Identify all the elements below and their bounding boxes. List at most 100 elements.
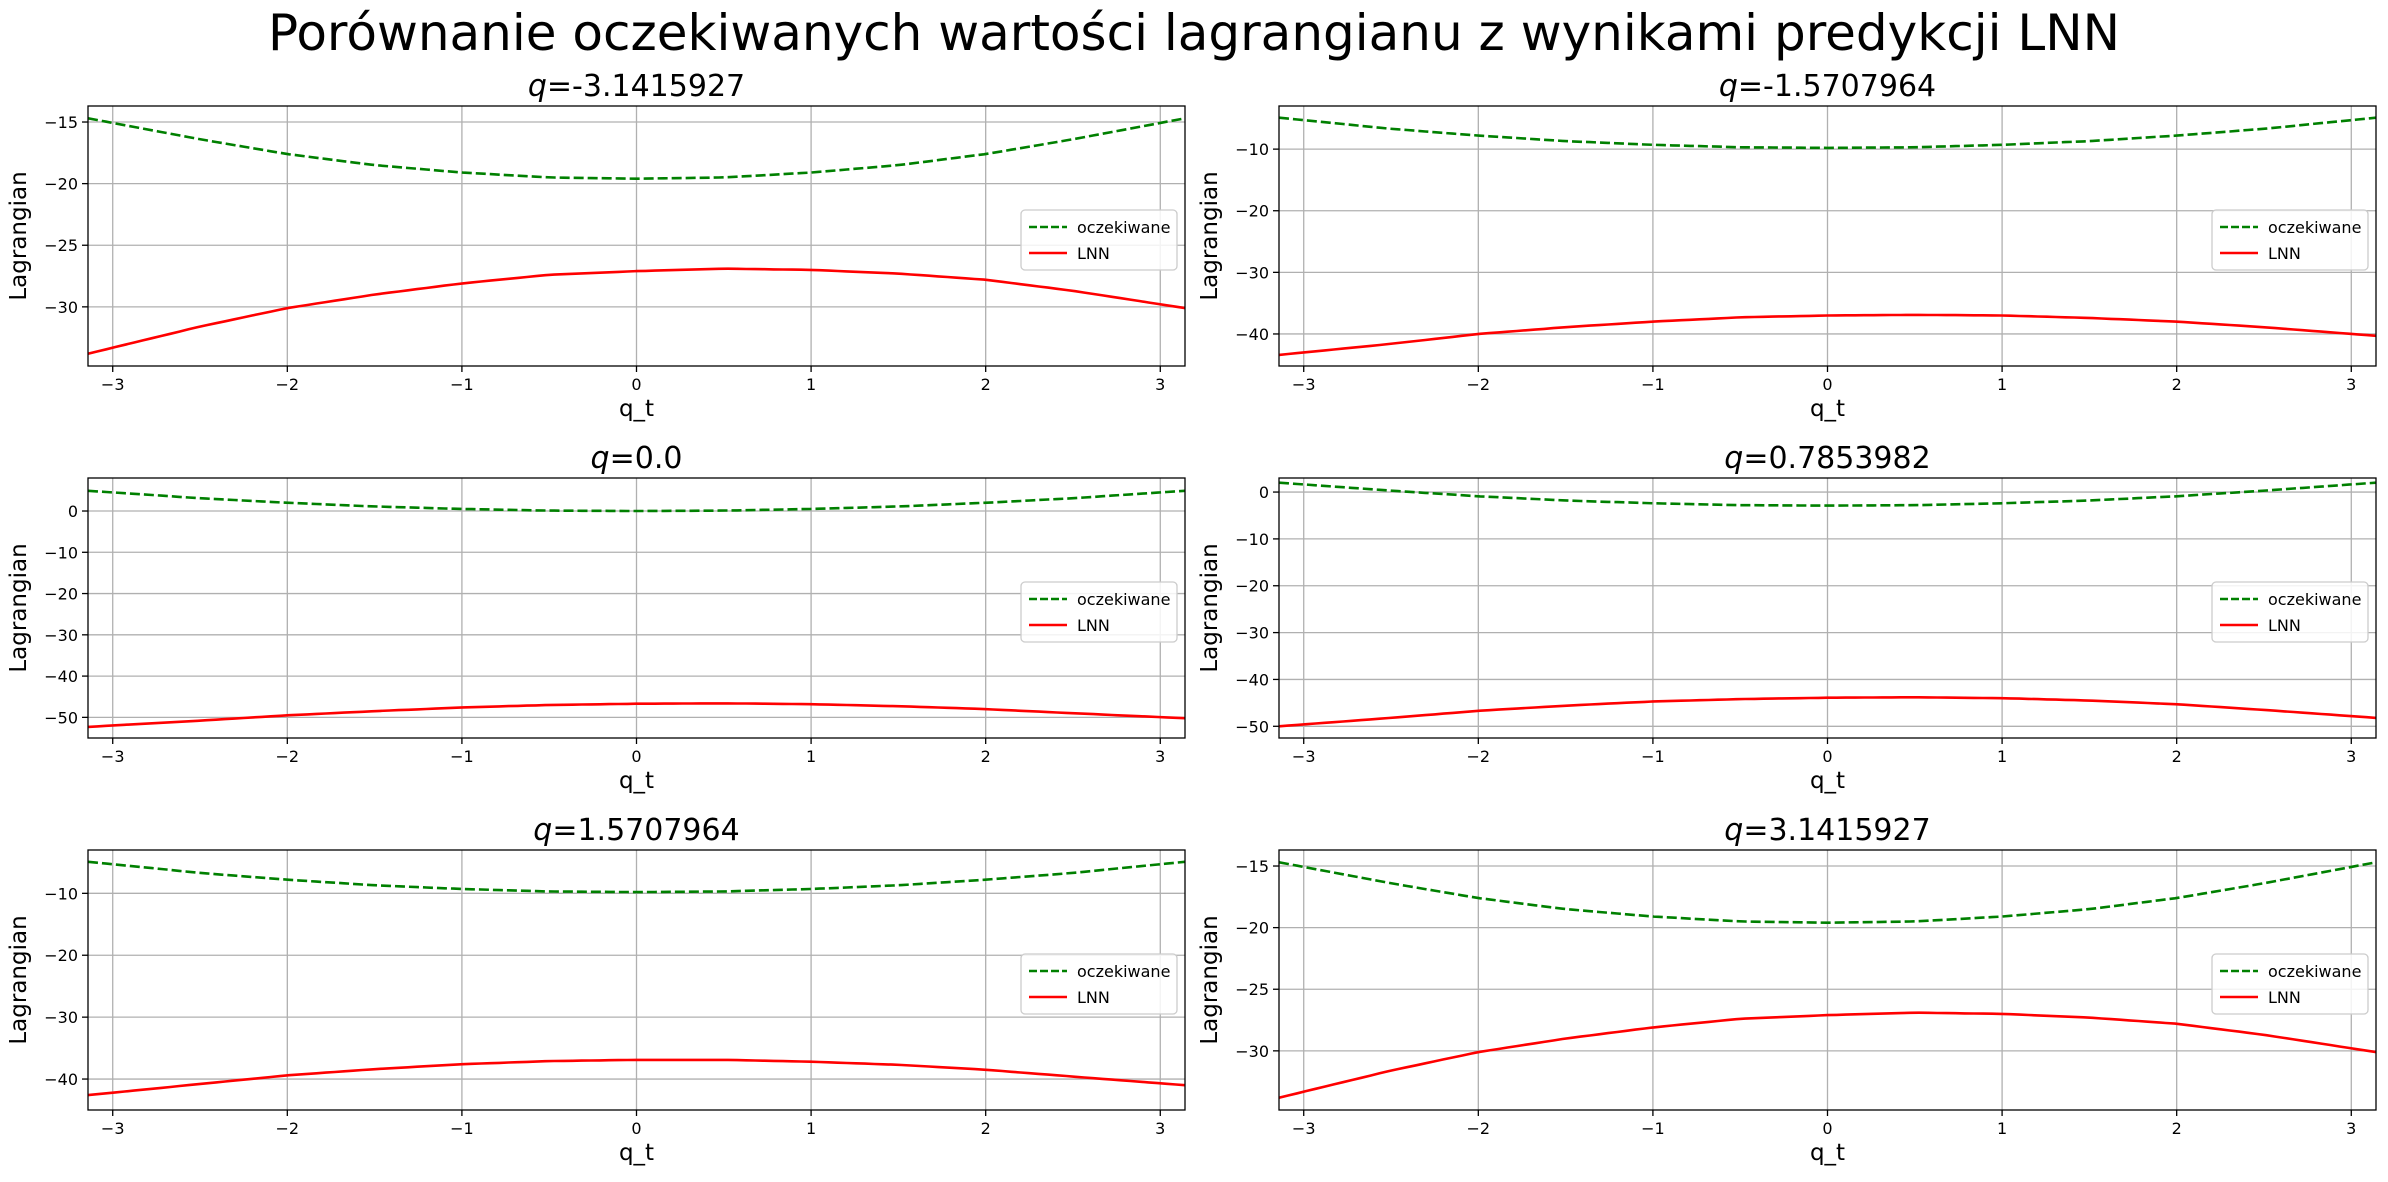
panel-5: −3 −2 −1 0 1 2 3−40−30−20−10q_tLagrangianq=1.5…: [6, 813, 1186, 1166]
x-tick-label: 3: [1155, 1119, 1165, 1138]
y-tick-label: −50: [44, 708, 78, 727]
x-axis-label: q_t: [619, 1140, 654, 1166]
y-tick-label: 0: [1259, 483, 1269, 502]
legend-label: LNN: [2268, 988, 2301, 1007]
series-line-oczekiwane: [88, 860, 1185, 894]
y-tick-label: −25: [44, 236, 78, 255]
x-axis-label: q_t: [1810, 768, 1845, 794]
panel-title-value: =-3.1415927: [547, 69, 745, 104]
y-tick-label: −25: [1235, 980, 1269, 999]
x-tick-label: −3: [101, 375, 125, 394]
y-tick-label: −10: [44, 543, 78, 562]
x-tick-label: −1: [1641, 747, 1665, 766]
legend-box: [2211, 581, 2369, 643]
series-line-lnn: [1279, 696, 2376, 728]
x-tick-label: −2: [1467, 375, 1491, 394]
panel-title-value: =3.1415927: [1743, 813, 1930, 848]
legend-box: [2211, 209, 2369, 271]
panel-2: −3 −2 −1 0 1 2 3−40−30−20−10q_tLagrangianq=-1.…: [1197, 69, 2377, 422]
series-line-oczekiwane: [1279, 481, 2376, 507]
legend-box: [1020, 953, 1178, 1015]
y-axis-label: Lagrangian: [1197, 171, 1223, 300]
y-tick-label: −30: [1235, 624, 1269, 643]
y-tick-label: 0: [68, 502, 78, 521]
x-tick-label: −1: [450, 747, 474, 766]
y-tick-label: −30: [44, 1008, 78, 1027]
y-axis-label: Lagrangian: [1197, 543, 1223, 672]
y-tick-label: −40: [1235, 670, 1269, 689]
y-axis-label: Lagrangian: [6, 543, 32, 672]
y-tick-label: −15: [44, 113, 78, 132]
x-tick-label: 3: [2346, 375, 2356, 394]
series-line-lnn: [1279, 1011, 2376, 1099]
x-tick-label: −2: [276, 747, 300, 766]
x-tick-label: −2: [1467, 747, 1491, 766]
series-line-lnn: [88, 702, 1185, 729]
legend-label: oczekiwane: [1077, 962, 1170, 981]
x-axis-label: q_t: [1810, 1140, 1845, 1166]
x-tick-label: 2: [981, 375, 991, 394]
y-axis-label: Lagrangian: [1197, 915, 1223, 1044]
y-tick-label: −10: [44, 884, 78, 903]
series-line-lnn: [88, 1058, 1185, 1097]
x-tick-label: 2: [981, 747, 991, 766]
x-tick-label: 2: [2172, 375, 2182, 394]
panel-4: −3 −2 −1 0 1 2 3−50−40−30−20−100q_tLagrangianq…: [1197, 441, 2377, 794]
panel-title-value: =0.7853982: [1743, 441, 1930, 476]
panel-title-var: q: [1724, 813, 1743, 848]
legend-label: LNN: [2268, 244, 2301, 263]
y-tick-label: −10: [1235, 140, 1269, 159]
x-tick-label: −1: [1641, 1119, 1665, 1138]
series-line-oczekiwane: [88, 117, 1185, 181]
series-line-lnn: [88, 267, 1185, 355]
y-tick-label: −30: [44, 298, 78, 317]
legend-box: [1020, 581, 1178, 643]
x-tick-label: 1: [806, 1119, 816, 1138]
x-tick-label: 0: [631, 375, 641, 394]
panel-title-var: q: [591, 441, 610, 476]
x-tick-label: −2: [276, 375, 300, 394]
x-tick-label: 0: [1822, 375, 1832, 394]
x-tick-label: −3: [101, 747, 125, 766]
x-tick-label: 1: [806, 747, 816, 766]
x-axis-label: q_t: [1810, 396, 1845, 422]
x-tick-label: 1: [1997, 747, 2007, 766]
y-tick-label: −50: [1235, 717, 1269, 736]
panel-title: q=3.1415927: [1724, 813, 1930, 848]
y-tick-label: −30: [44, 626, 78, 645]
x-tick-label: 0: [1822, 747, 1832, 766]
panel-title: q=-3.1415927: [528, 69, 745, 104]
x-tick-label: −1: [1641, 375, 1665, 394]
x-tick-label: 0: [1822, 1119, 1832, 1138]
legend-label: LNN: [1077, 244, 1110, 263]
y-tick-label: −10: [1235, 530, 1269, 549]
panel-title-var: q: [528, 69, 547, 104]
y-tick-label: −20: [1235, 202, 1269, 221]
x-tick-label: 1: [1997, 375, 2007, 394]
panel-title-var: q: [1724, 441, 1743, 476]
x-tick-label: 0: [631, 1119, 641, 1138]
panel-title-value: =1.5707964: [552, 813, 739, 848]
y-tick-label: −30: [1235, 263, 1269, 282]
legend-box: [2211, 953, 2369, 1015]
legend-label: LNN: [1077, 988, 1110, 1007]
legend-box: [1020, 209, 1178, 271]
x-axis-label: q_t: [619, 768, 654, 794]
y-tick-label: −15: [1235, 857, 1269, 876]
series-line-lnn: [1279, 313, 2376, 357]
legend-label: LNN: [2268, 616, 2301, 635]
y-tick-label: −40: [1235, 325, 1269, 344]
x-axis-label: q_t: [619, 396, 654, 422]
panel-3: −3 −2 −1 0 1 2 3−50−40−30−20−100q_tLagrangianq…: [6, 441, 1186, 794]
x-tick-label: −3: [1292, 375, 1316, 394]
x-tick-label: 1: [1997, 1119, 2007, 1138]
legend-label: oczekiwane: [2268, 218, 2361, 237]
x-tick-label: 2: [2172, 747, 2182, 766]
x-tick-label: −3: [101, 1119, 125, 1138]
y-tick-label: −40: [44, 1070, 78, 1089]
x-tick-label: −1: [450, 1119, 474, 1138]
y-tick-label: −20: [44, 946, 78, 965]
legend-label: oczekiwane: [2268, 962, 2361, 981]
legend-label: oczekiwane: [2268, 590, 2361, 609]
y-tick-label: −40: [44, 667, 78, 686]
